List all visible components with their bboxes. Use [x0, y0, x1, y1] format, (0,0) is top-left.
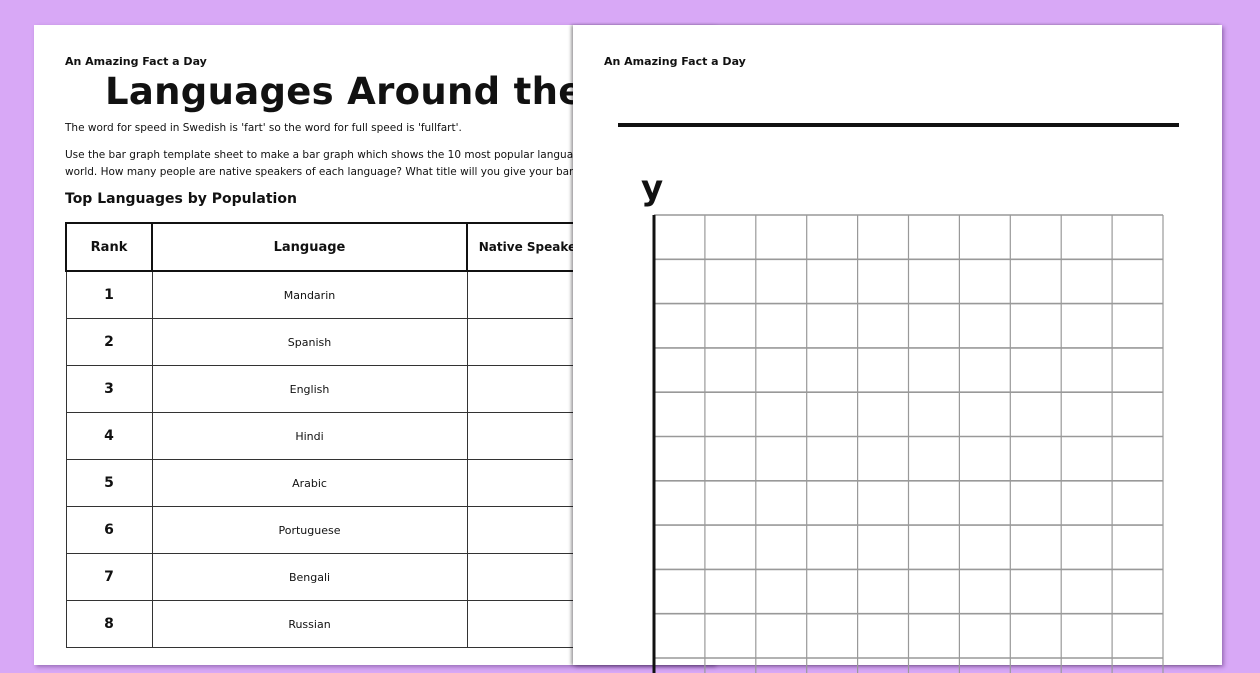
- cell-language: Arabic: [151, 459, 468, 507]
- cell-rank: 4: [65, 412, 153, 460]
- kicker-text: An Amazing Fact a Day: [604, 55, 746, 68]
- cell-language: Mandarin: [151, 270, 468, 319]
- cell-language: Spanish: [151, 318, 468, 366]
- instructions-line-2: world. How many people are native speake…: [65, 166, 614, 178]
- graph-grid: [652, 214, 1164, 673]
- kicker-text: An Amazing Fact a Day: [65, 55, 207, 68]
- table-row: 3English365: [65, 365, 670, 413]
- cell-rank: 2: [65, 318, 153, 366]
- table-title: Top Languages by Population: [65, 191, 297, 207]
- header-language: Language: [151, 222, 468, 272]
- cell-rank: 1: [65, 270, 153, 319]
- y-axis-label: y: [641, 168, 664, 208]
- cell-language: Hindi: [151, 412, 468, 460]
- title-line: [618, 123, 1179, 127]
- cell-rank: 3: [65, 365, 153, 413]
- cell-language: Bengali: [151, 553, 468, 601]
- table-row: 4Hindi295: [65, 412, 670, 460]
- cell-language: Russian: [151, 600, 468, 648]
- cell-rank: 6: [65, 506, 153, 554]
- bar-graph-template-page: An Amazing Fact a Day y: [573, 25, 1222, 673]
- cell-rank: 8: [65, 600, 153, 648]
- cell-rank: 5: [65, 459, 153, 507]
- cell-rank: 7: [65, 553, 153, 601]
- header-rank: Rank: [65, 222, 153, 272]
- cell-language: Portuguese: [151, 506, 468, 554]
- cell-language: English: [151, 365, 468, 413]
- fact-text: The word for speed in Swedish is 'fart' …: [65, 122, 462, 134]
- instructions-line-1: Use the bar graph template sheet to make…: [65, 149, 626, 161]
- languages-table: Rank Language Native Speakers (millions)…: [65, 222, 670, 648]
